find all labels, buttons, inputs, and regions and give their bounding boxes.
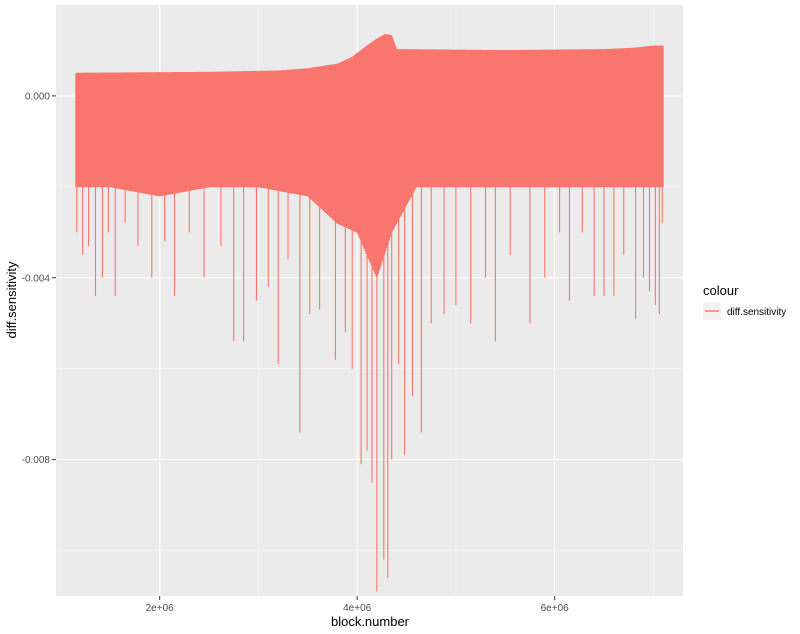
legend-title: colour xyxy=(703,283,739,298)
series-line-diff-sensitivity xyxy=(75,34,664,278)
x-tick-label: 6e+06 xyxy=(541,603,570,614)
y-tick-label: -0.008 xyxy=(22,455,51,466)
x-tick-label: 4e+06 xyxy=(343,603,372,614)
y-axis: 0.000 -0.004 -0.008 xyxy=(22,91,56,466)
x-axis-title: block.number xyxy=(331,614,410,629)
legend-label-diff-sensitivity: diff.sensitivity xyxy=(727,307,786,318)
y-tick-label: 0.000 xyxy=(25,91,50,102)
x-axis: 2e+06 4e+06 6e+06 xyxy=(146,596,569,614)
series-layer xyxy=(75,34,664,592)
legend: colour diff.sensitivity xyxy=(703,283,786,320)
y-axis-title: diff.sensitivity xyxy=(4,261,19,339)
y-tick-label: -0.004 xyxy=(22,273,51,284)
x-tick-label: 2e+06 xyxy=(146,603,175,614)
